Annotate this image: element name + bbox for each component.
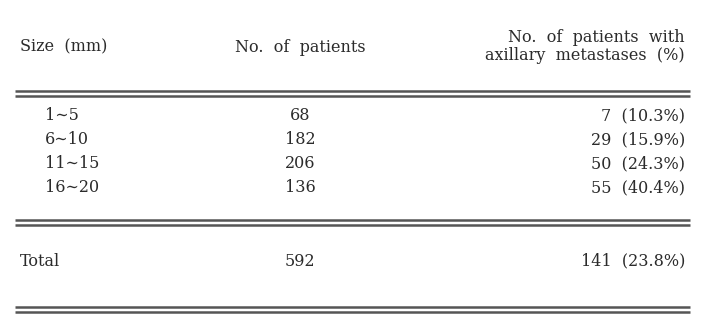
Text: 206: 206 — [285, 155, 315, 172]
Text: No.  of  patients  with: No. of patients with — [508, 28, 685, 46]
Text: 6∼10: 6∼10 — [45, 131, 89, 149]
Text: 50  (24.3%): 50 (24.3%) — [591, 155, 685, 172]
Text: 11∼15: 11∼15 — [45, 155, 99, 172]
Text: 16∼20: 16∼20 — [45, 180, 99, 196]
Text: 136: 136 — [285, 180, 316, 196]
Text: Total: Total — [20, 253, 60, 269]
Text: 29  (15.9%): 29 (15.9%) — [591, 131, 685, 149]
Text: 141  (23.8%): 141 (23.8%) — [581, 253, 685, 269]
Text: axillary  metastases  (%): axillary metastases (%) — [485, 47, 685, 64]
Text: 55  (40.4%): 55 (40.4%) — [591, 180, 685, 196]
Text: 182: 182 — [285, 131, 316, 149]
Text: 7  (10.3%): 7 (10.3%) — [601, 108, 685, 124]
Text: No.  of  patients: No. of patients — [235, 38, 366, 56]
Text: 1∼5: 1∼5 — [45, 108, 79, 124]
Text: 592: 592 — [285, 253, 316, 269]
Text: 68: 68 — [290, 108, 310, 124]
Text: Size  (mm): Size (mm) — [20, 38, 108, 56]
